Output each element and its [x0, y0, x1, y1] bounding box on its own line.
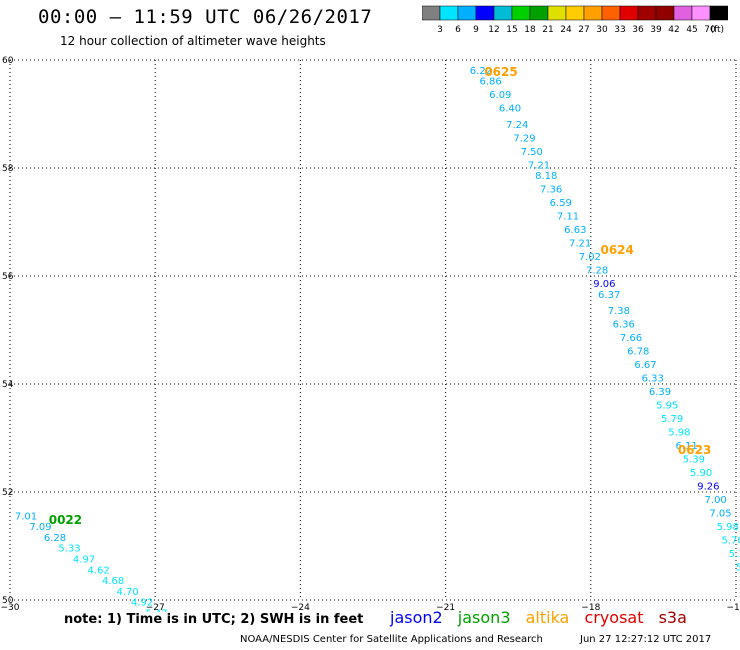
- data-point-label: 5.90: [690, 468, 712, 479]
- data-point-label: 7.21: [528, 160, 550, 171]
- legend-label: 33: [614, 25, 625, 35]
- y-tick-label: 54: [2, 380, 14, 390]
- data-point-label: 6.39: [649, 387, 671, 398]
- data-point-label: 7.09: [29, 522, 51, 533]
- pass-time-label: 0625: [484, 65, 517, 79]
- pass-time-label: 0022: [49, 513, 82, 527]
- pass-time-label: 0623: [678, 443, 711, 457]
- legend-label: 18: [524, 25, 536, 35]
- data-point-label: 6.36: [613, 320, 635, 331]
- data-point-label: 5.33: [58, 544, 80, 555]
- legend-label: 42: [668, 25, 679, 35]
- legend-label: 70: [704, 25, 716, 35]
- data-point-label: 7.50: [521, 147, 543, 158]
- credit-line: NOAA/NESDIS Center for Satellite Applica…: [240, 634, 543, 645]
- legend-label: 15: [506, 25, 517, 35]
- data-point-label: 6.63: [564, 225, 586, 236]
- color-scale-legend: 3 6 9 12 15 18 21 24 27 30 33 36 39 42 45 70(ft): [422, 5, 728, 35]
- data-point-label: 5.95: [656, 401, 678, 412]
- data-point-label: 6.33: [642, 374, 664, 385]
- data-point-label: 5.98: [668, 428, 690, 439]
- legend-label: 24: [560, 25, 572, 35]
- x-tick-label: −18: [581, 603, 600, 612]
- data-point-label: 7.28: [586, 266, 608, 277]
- legend-label: 39: [650, 25, 662, 35]
- satellite-jason3: jason3: [457, 608, 511, 627]
- footer-note: note: 1) Time is in UTC; 2) SWH is in fe…: [64, 612, 364, 627]
- legend-swatch: [709, 5, 728, 21]
- data-point-label: 7.38: [608, 306, 630, 317]
- x-tick-label: −30: [1, 603, 20, 612]
- data-point-label: 7.02: [579, 252, 601, 263]
- data-point-label: 5.47: [146, 609, 168, 613]
- legend-label: 12: [488, 25, 499, 35]
- data-point-label: 7.00: [705, 495, 727, 506]
- legend-label: 27: [578, 25, 589, 35]
- data-point-label: 5.79: [661, 414, 683, 425]
- legend-label: 6: [455, 25, 461, 35]
- chart-title: 00:00 — 11:59 UTC 06/26/2017: [38, 6, 373, 28]
- data-point-label: 7.11: [557, 212, 579, 223]
- legend-unit: (ft): [710, 25, 724, 35]
- data-point-label: 5.98: [717, 522, 739, 533]
- data-point-label: 7.24: [506, 120, 528, 131]
- data-point-label: 6.09: [489, 90, 511, 101]
- data-point-label: 6.67: [634, 360, 656, 371]
- x-tick-label: −15: [727, 603, 740, 612]
- data-point-label: 5.28: [736, 563, 740, 574]
- legend-label: 9: [473, 25, 479, 35]
- data-point-label: 7.01: [15, 511, 37, 522]
- data-point-label: 6.78: [627, 347, 649, 358]
- data-point-label: 9.26: [697, 482, 719, 493]
- data-point-label: 6.86: [479, 77, 501, 88]
- data-point-label: 5.70: [721, 536, 740, 547]
- data-point-label: 7.21: [569, 239, 591, 250]
- y-tick-label: 52: [2, 488, 13, 498]
- pass-time-label: 0624: [600, 243, 633, 257]
- data-point-label: 7.29: [513, 133, 535, 144]
- data-point-label: 6.40: [499, 104, 521, 115]
- data-point-label: 9.06: [593, 279, 615, 290]
- data-point-label: 6.11: [676, 441, 698, 452]
- data-point-label: 4.68: [102, 576, 124, 587]
- satellite-s3a: s3a: [658, 608, 687, 627]
- legend-label: 36: [632, 25, 644, 35]
- legend-label: 3: [437, 25, 443, 35]
- plot-area: −30 −27 −24 −21 −18 −15 50 52 54 56 58 60 6.226.86 6.…: [1, 56, 740, 613]
- data-point-label: 6.37: [598, 290, 620, 301]
- legend-label: 21: [542, 25, 553, 35]
- legend-label: 30: [596, 25, 608, 35]
- data-point-label: 5.39: [683, 455, 705, 466]
- data-point-label: 8.18: [535, 171, 557, 182]
- data-point-label: 6.59: [550, 198, 572, 209]
- satellite-altika: altika: [525, 608, 570, 627]
- satellite-jason2: jason2: [390, 608, 443, 627]
- y-tick-label: 58: [2, 164, 14, 174]
- data-point-label: 7.05: [709, 509, 731, 520]
- chart-subtitle: 12 hour collection of altimeter wave hei…: [60, 34, 326, 48]
- data-point-label: 5.16: [729, 549, 740, 560]
- data-point-label: 6.28: [44, 533, 66, 544]
- data-point-label: 7.36: [540, 185, 562, 196]
- satellite-cryosat: cryosat: [584, 608, 644, 627]
- timestamp: Jun 27 12:27:12 UTC 2017: [580, 634, 712, 645]
- x-tick-label: −24: [291, 603, 310, 612]
- x-tick-label: −27: [146, 603, 165, 612]
- y-tick-label: 60: [2, 56, 14, 66]
- data-point-label: 6.22: [470, 66, 492, 77]
- data-point-label: 4.97: [73, 555, 95, 566]
- legend-label: 45: [686, 25, 697, 35]
- x-tick-label: −21: [436, 603, 455, 612]
- satellite-legend: jason2 jason3 altika cryosat s3a: [390, 608, 697, 627]
- data-point-label: 4.62: [87, 565, 109, 576]
- y-tick-label: 50: [2, 596, 14, 606]
- data-point-label: 4.70: [116, 587, 138, 598]
- y-tick-label: 56: [2, 272, 14, 282]
- data-point-label: 4.92: [131, 598, 153, 609]
- data-point-label: 7.66: [620, 333, 642, 344]
